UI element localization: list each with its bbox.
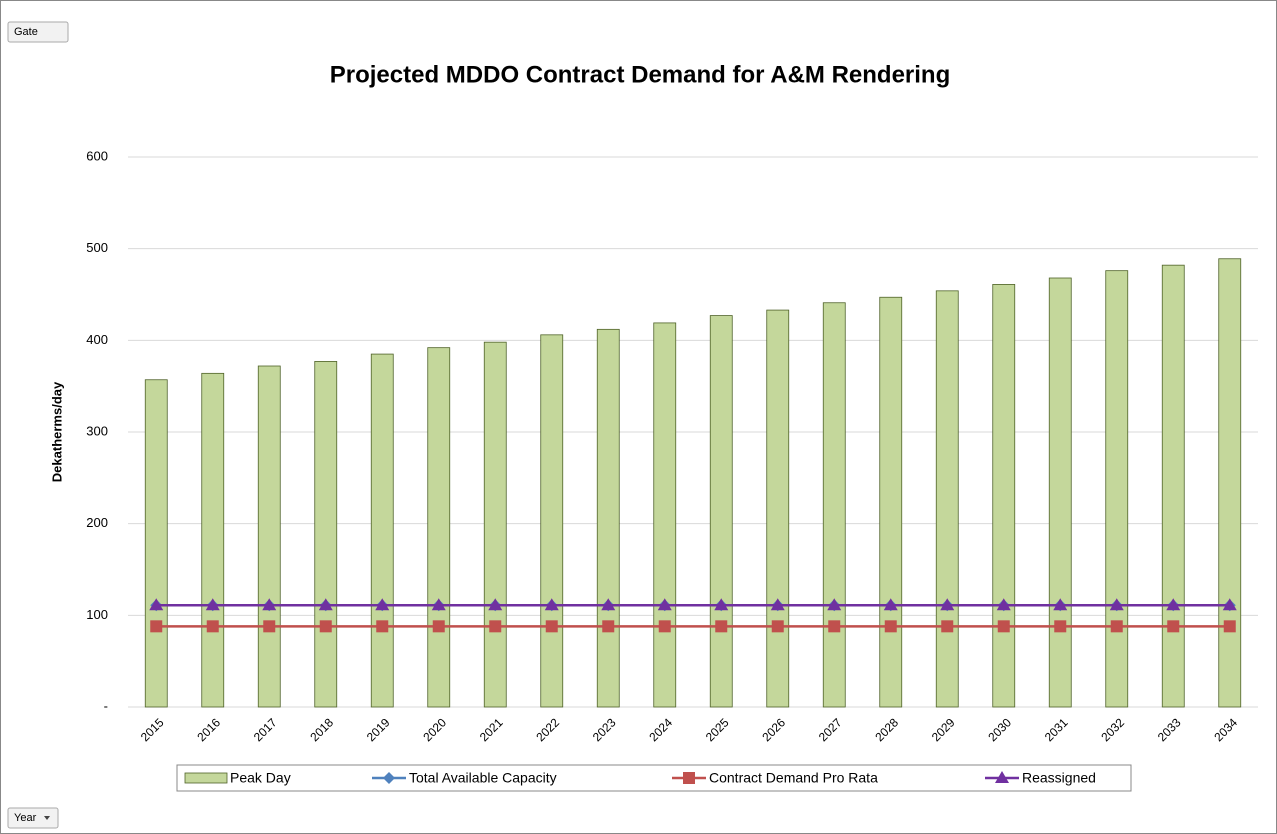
bar bbox=[879, 296, 903, 708]
legend-label: Reassigned bbox=[1022, 770, 1096, 786]
marker bbox=[431, 598, 446, 611]
marker bbox=[941, 620, 954, 633]
bar bbox=[540, 334, 564, 708]
bar bbox=[766, 309, 790, 708]
marker bbox=[1054, 620, 1067, 633]
marker bbox=[997, 620, 1010, 633]
axis-button-box[interactable] bbox=[7, 807, 59, 829]
bar bbox=[1218, 258, 1242, 708]
legend-marker bbox=[383, 772, 395, 784]
filter-button-label[interactable]: Gate bbox=[14, 26, 38, 38]
marker bbox=[489, 620, 502, 633]
bar bbox=[992, 284, 1016, 708]
marker bbox=[545, 620, 558, 633]
marker bbox=[827, 598, 842, 611]
bar bbox=[483, 341, 507, 708]
bar bbox=[596, 328, 620, 708]
bar bbox=[1161, 264, 1185, 708]
y-axis-label: Dekatherms/day bbox=[49, 381, 64, 482]
y-tick-label: 400 bbox=[86, 332, 108, 347]
marker bbox=[884, 620, 897, 633]
marker bbox=[150, 620, 163, 633]
marker bbox=[376, 620, 389, 633]
marker bbox=[1166, 598, 1181, 611]
legend-label: Peak Day bbox=[230, 770, 291, 786]
marker bbox=[262, 598, 277, 611]
legend-marker bbox=[683, 772, 695, 784]
marker bbox=[828, 620, 841, 633]
marker bbox=[1223, 620, 1236, 633]
chart-title: Projected MDDO Contract Demand for A&M R… bbox=[330, 61, 951, 88]
bar bbox=[1105, 270, 1129, 708]
marker bbox=[318, 598, 333, 611]
marker bbox=[602, 620, 615, 633]
marker bbox=[1110, 620, 1123, 633]
filter-button[interactable]: Gate bbox=[7, 21, 69, 43]
marker bbox=[883, 598, 898, 611]
y-tick-label: 200 bbox=[86, 515, 108, 530]
marker bbox=[996, 598, 1011, 611]
marker bbox=[432, 620, 445, 633]
y-tick-label: 300 bbox=[86, 423, 108, 438]
bar bbox=[314, 361, 338, 708]
legend-swatch bbox=[184, 772, 228, 784]
legend-box bbox=[176, 764, 1132, 792]
legend-marker bbox=[995, 771, 1009, 783]
bar bbox=[257, 365, 281, 708]
bar bbox=[709, 315, 733, 708]
bar bbox=[653, 322, 677, 708]
bar bbox=[370, 353, 394, 708]
axis-button-label[interactable]: Year bbox=[14, 812, 37, 824]
y-tick-label: 500 bbox=[86, 240, 108, 255]
dropdown-icon[interactable] bbox=[44, 816, 50, 820]
marker bbox=[488, 598, 503, 611]
marker bbox=[263, 620, 276, 633]
marker bbox=[1167, 620, 1180, 633]
bar bbox=[201, 372, 225, 708]
axis-button[interactable]: Year bbox=[7, 807, 59, 829]
bar bbox=[427, 347, 451, 708]
filter-button-box[interactable] bbox=[7, 21, 69, 43]
legend-label: Contract Demand Pro Rata bbox=[709, 770, 878, 786]
marker bbox=[544, 598, 559, 611]
marker bbox=[1053, 598, 1068, 611]
marker bbox=[205, 598, 220, 611]
marker bbox=[149, 598, 164, 611]
marker bbox=[206, 620, 219, 633]
legend-label: Total Available Capacity bbox=[409, 770, 557, 786]
y-tick-label: 100 bbox=[86, 607, 108, 622]
bar bbox=[822, 302, 846, 708]
marker bbox=[658, 620, 671, 633]
marker bbox=[770, 598, 785, 611]
marker bbox=[601, 598, 616, 611]
marker bbox=[940, 598, 955, 611]
marker bbox=[1109, 598, 1124, 611]
marker bbox=[319, 620, 332, 633]
bar bbox=[144, 379, 168, 708]
y-tick-label: 600 bbox=[86, 148, 108, 163]
marker bbox=[771, 620, 784, 633]
bar bbox=[935, 290, 959, 708]
y-tick-label: - bbox=[104, 698, 108, 713]
marker bbox=[715, 620, 728, 633]
marker bbox=[714, 598, 729, 611]
marker bbox=[1222, 598, 1237, 611]
marker bbox=[657, 598, 672, 611]
marker bbox=[375, 598, 390, 611]
bar bbox=[1048, 277, 1072, 708]
